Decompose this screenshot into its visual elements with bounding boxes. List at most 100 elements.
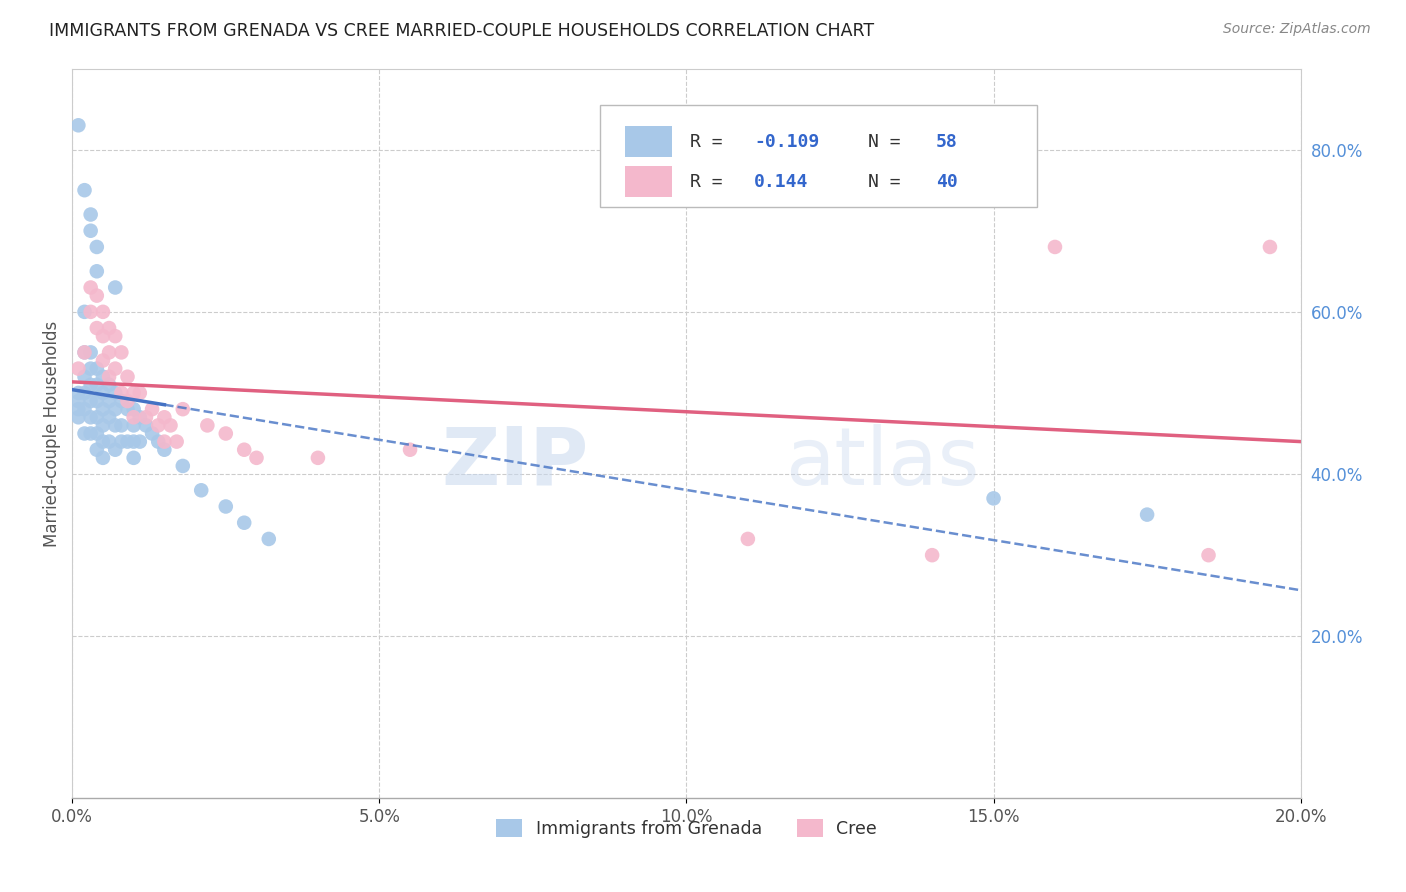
- Point: [737, 532, 759, 546]
- Point: [98, 321, 121, 335]
- Point: [153, 434, 176, 449]
- Point: [110, 345, 132, 359]
- Point: [148, 418, 170, 433]
- Point: [73, 183, 96, 197]
- Point: [122, 386, 145, 401]
- Point: [110, 386, 132, 401]
- Point: [79, 361, 101, 376]
- Text: 58: 58: [936, 133, 957, 151]
- Point: [79, 224, 101, 238]
- Point: [98, 394, 121, 409]
- Text: atlas: atlas: [785, 424, 979, 501]
- Legend: Immigrants from Grenada, Cree: Immigrants from Grenada, Cree: [489, 812, 884, 845]
- Bar: [626, 166, 672, 197]
- Point: [91, 434, 114, 449]
- Text: ZIP: ZIP: [441, 424, 588, 501]
- Point: [79, 410, 101, 425]
- Point: [153, 410, 176, 425]
- Point: [110, 394, 132, 409]
- Point: [67, 118, 90, 132]
- Text: N =: N =: [869, 173, 911, 191]
- Point: [98, 345, 121, 359]
- Point: [117, 402, 139, 417]
- Point: [117, 369, 139, 384]
- Point: [67, 386, 90, 401]
- Point: [215, 500, 238, 514]
- Point: [1043, 240, 1066, 254]
- Text: N =: N =: [869, 133, 911, 151]
- Point: [86, 321, 108, 335]
- Point: [307, 450, 329, 465]
- Text: Source: ZipAtlas.com: Source: ZipAtlas.com: [1223, 22, 1371, 37]
- Point: [245, 450, 267, 465]
- Point: [73, 386, 96, 401]
- Point: [104, 361, 127, 376]
- Point: [1198, 548, 1220, 562]
- Point: [257, 532, 280, 546]
- Text: 0.144: 0.144: [754, 173, 808, 191]
- Point: [86, 240, 108, 254]
- Point: [122, 418, 145, 433]
- Point: [98, 377, 121, 392]
- Point: [104, 329, 127, 343]
- Point: [148, 434, 170, 449]
- Point: [141, 402, 163, 417]
- Point: [135, 410, 157, 425]
- Point: [79, 305, 101, 319]
- Point: [91, 402, 114, 417]
- Point: [73, 345, 96, 359]
- Point: [79, 345, 101, 359]
- Point: [921, 548, 943, 562]
- Point: [135, 418, 157, 433]
- Point: [73, 305, 96, 319]
- Point: [159, 418, 181, 433]
- Point: [172, 458, 194, 473]
- Point: [122, 450, 145, 465]
- Point: [98, 434, 121, 449]
- Point: [67, 410, 90, 425]
- Point: [86, 394, 108, 409]
- Point: [110, 434, 132, 449]
- Point: [86, 264, 108, 278]
- Point: [98, 369, 121, 384]
- Point: [141, 426, 163, 441]
- Point: [79, 426, 101, 441]
- Point: [86, 377, 108, 392]
- Point: [1258, 240, 1281, 254]
- Point: [86, 361, 108, 376]
- Point: [91, 450, 114, 465]
- Point: [91, 353, 114, 368]
- Point: [195, 418, 218, 433]
- Point: [104, 386, 127, 401]
- Point: [73, 369, 96, 384]
- Bar: [626, 126, 672, 157]
- Point: [86, 288, 108, 302]
- Point: [122, 410, 145, 425]
- Text: R =: R =: [690, 133, 734, 151]
- Point: [91, 369, 114, 384]
- Point: [166, 434, 188, 449]
- Point: [79, 377, 101, 392]
- Point: [86, 426, 108, 441]
- Point: [104, 418, 127, 433]
- Point: [128, 434, 150, 449]
- Point: [153, 442, 176, 457]
- Text: 40: 40: [936, 173, 957, 191]
- Point: [172, 402, 194, 417]
- Point: [67, 361, 90, 376]
- Point: [399, 442, 422, 457]
- Point: [190, 483, 212, 498]
- Point: [79, 207, 101, 221]
- Point: [73, 402, 96, 417]
- Point: [104, 402, 127, 417]
- Point: [215, 426, 238, 441]
- Point: [73, 426, 96, 441]
- Point: [91, 329, 114, 343]
- Point: [67, 394, 90, 409]
- Point: [67, 402, 90, 417]
- Point: [104, 280, 127, 294]
- Point: [86, 410, 108, 425]
- Point: [104, 442, 127, 457]
- Point: [91, 305, 114, 319]
- Point: [122, 434, 145, 449]
